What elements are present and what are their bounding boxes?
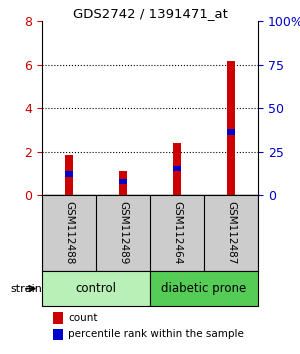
Text: GSM112487: GSM112487: [226, 201, 236, 264]
Text: diabetic prone: diabetic prone: [161, 282, 247, 295]
Bar: [53, 329, 62, 340]
Title: GDS2742 / 1391471_at: GDS2742 / 1391471_at: [73, 7, 227, 20]
Text: strain: strain: [10, 284, 42, 293]
FancyBboxPatch shape: [150, 271, 258, 306]
Bar: [119, 179, 127, 184]
Bar: [173, 166, 181, 171]
Text: GSM112488: GSM112488: [64, 201, 74, 264]
Text: GSM112489: GSM112489: [118, 201, 128, 264]
Bar: [53, 312, 62, 324]
Text: percentile rank within the sample: percentile rank within the sample: [68, 329, 244, 339]
Bar: [173, 143, 181, 195]
Bar: [227, 61, 235, 195]
Bar: [65, 155, 73, 195]
Bar: [119, 171, 127, 195]
FancyBboxPatch shape: [42, 271, 150, 306]
Text: count: count: [68, 313, 98, 323]
Bar: [65, 171, 73, 177]
Text: control: control: [76, 282, 116, 295]
Bar: [227, 130, 235, 135]
Text: GSM112464: GSM112464: [172, 201, 182, 264]
